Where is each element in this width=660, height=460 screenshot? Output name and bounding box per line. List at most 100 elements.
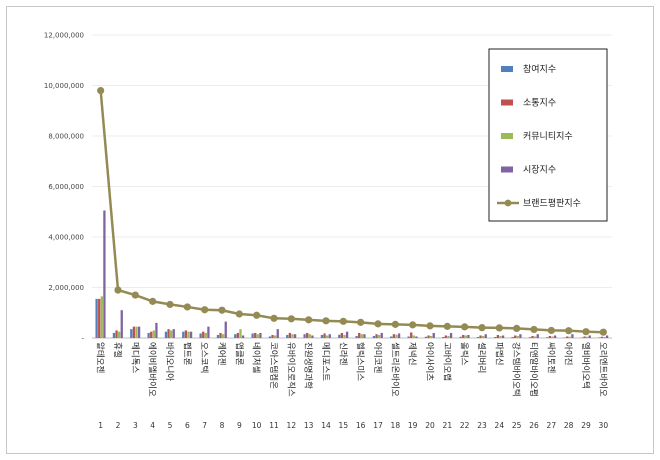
- bar: [571, 334, 574, 338]
- bar: [375, 334, 378, 338]
- bar: [427, 335, 430, 338]
- bar: [566, 336, 569, 338]
- bar: [234, 334, 237, 338]
- category-number: 10: [252, 421, 262, 430]
- brand-index-point: [374, 320, 382, 328]
- bar: [291, 334, 294, 338]
- bar: [288, 332, 292, 338]
- brand-reputation-chart: - 2,000,000 4,000,000 6,000,000 8,000,000 10,…: [44, 32, 612, 430]
- category-label: 티앤알바이오팹: [528, 342, 539, 397]
- brand-index-point: [409, 321, 417, 329]
- bar: [137, 326, 141, 338]
- category-number: 13: [304, 421, 314, 430]
- category-number: 5: [168, 421, 173, 430]
- category-number: 8: [220, 421, 225, 430]
- bar: [546, 337, 549, 338]
- brand-index-point: [235, 310, 243, 318]
- bar: [586, 336, 589, 338]
- bar: [415, 336, 418, 338]
- brand-index-point: [183, 303, 191, 311]
- bar: [95, 298, 98, 338]
- bar: [449, 332, 453, 338]
- bar: [184, 330, 188, 338]
- bar: [605, 335, 609, 338]
- bar: [204, 332, 207, 338]
- brand-index-point: [443, 322, 451, 330]
- y-tick-label: 8,000,000: [48, 133, 84, 141]
- brand-index-point: [97, 86, 105, 95]
- category-label: 고바이오랩: [441, 342, 452, 381]
- category-number: 30: [599, 421, 609, 430]
- bar: [378, 334, 381, 338]
- bar: [338, 334, 341, 338]
- bar: [340, 332, 344, 338]
- brand-index-point: [478, 324, 486, 332]
- bar: [222, 334, 225, 338]
- bar: [130, 329, 133, 338]
- bar: [328, 334, 331, 338]
- category-label: 파멥신: [493, 342, 504, 365]
- bar: [511, 336, 514, 338]
- bar: [514, 335, 517, 338]
- category-label: 펩트론: [181, 342, 192, 366]
- category-number: 11: [269, 421, 279, 430]
- bar: [306, 332, 309, 338]
- category-number: 26: [529, 421, 539, 430]
- category-label: 바이오니아: [164, 342, 175, 381]
- bar: [600, 336, 604, 338]
- bar: [372, 335, 376, 338]
- brand-index-point: [357, 318, 365, 326]
- bar: [308, 334, 311, 338]
- bar: [397, 333, 401, 338]
- brand-index-point: [322, 317, 330, 325]
- category-label: 제넥신: [407, 342, 418, 365]
- y-tick-label: 10,000,000: [44, 82, 84, 90]
- y-tick-label: 2,000,000: [48, 284, 84, 292]
- bar: [120, 310, 123, 338]
- category-number: 21: [443, 421, 453, 430]
- y-tick-label: 4,000,000: [48, 234, 84, 242]
- bar: [360, 334, 363, 338]
- category-number: 6: [185, 421, 190, 430]
- bar: [219, 332, 222, 338]
- category-label: 에이비엘바이오: [147, 342, 158, 397]
- bar: [103, 210, 106, 338]
- legend-marker: [504, 199, 512, 207]
- bar: [583, 336, 586, 338]
- category-label: 알테오젠: [95, 342, 106, 373]
- category-label: 올릭스: [459, 342, 470, 366]
- bar: [343, 334, 346, 338]
- brand-index-point: [218, 306, 226, 314]
- bar: [224, 321, 227, 338]
- y-tick-label: -: [81, 335, 84, 343]
- bar: [516, 335, 519, 338]
- y-tick-label: 12,000,000: [44, 32, 84, 40]
- brand-index-point: [565, 327, 573, 335]
- bar: [167, 329, 170, 338]
- bar: [563, 337, 566, 338]
- brand-index-point: [391, 320, 399, 328]
- y-tick-label: 6,000,000: [48, 183, 84, 191]
- legend-swatch: [501, 66, 513, 72]
- brand-index-point: [339, 317, 347, 325]
- bar: [259, 332, 262, 338]
- bar: [462, 334, 465, 338]
- brand-index-point: [131, 291, 139, 299]
- legend-label: 브랜드평판지수: [523, 198, 581, 209]
- bar: [293, 334, 297, 338]
- category-number: 23: [477, 421, 487, 430]
- bar: [182, 331, 185, 338]
- category-number: 14: [321, 421, 331, 430]
- bar: [241, 335, 245, 338]
- bar: [202, 331, 205, 338]
- brand-index-point: [149, 297, 157, 305]
- bar: [407, 336, 410, 338]
- category-number: 2: [116, 421, 121, 430]
- bar: [251, 333, 254, 338]
- brand-index-point: [426, 322, 434, 330]
- bar: [254, 332, 257, 338]
- bar: [132, 326, 136, 338]
- chart-frame: - 2,000,000 4,000,000 6,000,000 8,000,000 10,…: [6, 6, 654, 454]
- bar: [236, 332, 240, 338]
- brand-index-point: [166, 300, 174, 309]
